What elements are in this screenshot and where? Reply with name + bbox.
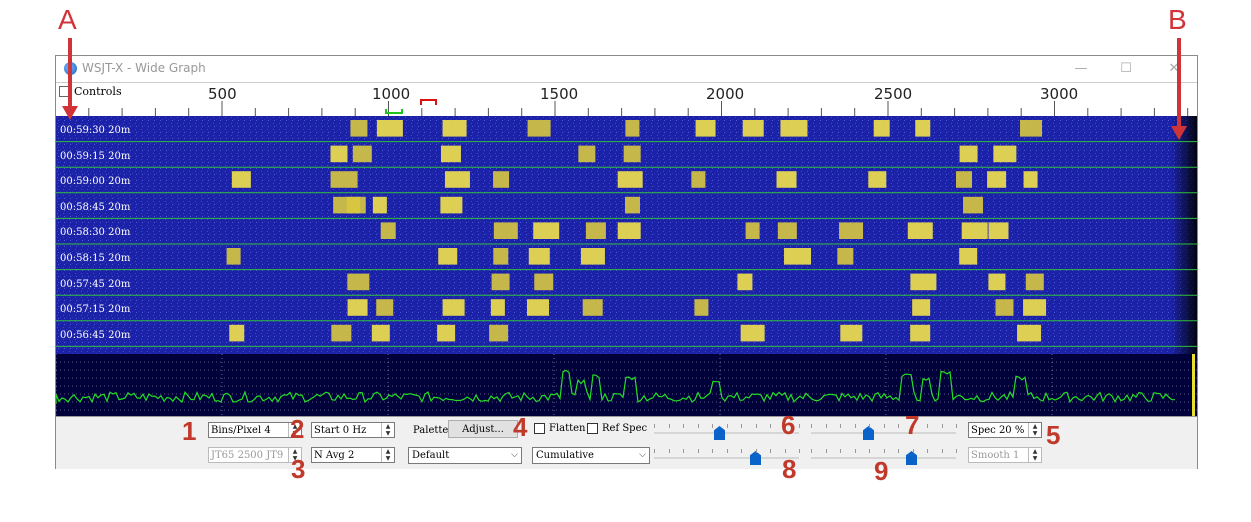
controls-label: Controls [74,85,122,98]
ref-spec-label: Ref Spec [602,423,648,434]
annotation-a-label: A [58,4,77,35]
spec-percent-spinbox[interactable]: Spec 20 % ▲ ▼ [968,422,1042,438]
waterfall-timestamp: 00:59:30 20m [60,125,131,136]
start-freq-spinbox[interactable]: Start 0 Hz ▲ ▼ [311,422,395,438]
spin-arrows-icon[interactable]: ▲ ▼ [381,423,394,437]
waterfall-display[interactable]: 00:59:30 20m 00:59:15 20m 00:59:00 20m 00:5… [56,116,1197,354]
n-avg-value: N Avg 2 [314,450,355,461]
slider-thumb[interactable] [906,451,917,465]
palette-select[interactable]: Default ⌵ [408,447,522,464]
frequency-scale[interactable]: Controls 500 1000 1500 2000 2500 3000 [56,82,1197,117]
spin-arrows-icon[interactable]: ▲ ▼ [1028,423,1041,437]
freq-label-1000: 1000 [372,85,411,103]
waterfall-timestamp: 00:58:30 20m [60,227,131,239]
slider-thumb[interactable] [750,451,761,465]
waterfall-signals [56,116,1197,354]
annotation-number-6: 6 [781,410,796,440]
freq-label-2000: 2000 [706,85,745,103]
spectrum-gain-slider[interactable] [654,447,800,467]
spin-arrows-icon[interactable]: ▲ ▼ [288,423,301,437]
n-avg-spinbox[interactable]: N Avg 2 ▲ ▼ [311,447,395,463]
annotation-number-1: 1 [182,416,197,446]
waterfall-timestamp: 00:58:15 20m [60,253,131,264]
spin-arrows-icon[interactable]: ▲ ▼ [381,448,394,462]
annotation-number-3: 3 [291,454,306,484]
spectrum-mode-value: Cumulative [536,450,594,461]
jt65-jt9-split-spinbox: JT65 2500 JT9 ▲ ▼ [208,447,302,463]
controls-panel: Bins/Pixel 4 ▲ ▼ Start 0 Hz ▲ ▼ JT65 2500 … [56,416,1197,469]
wide-graph-window: WSJT-X - Wide Graph — ☐ ✕ Controls 500 1… [55,55,1198,469]
start-freq-value: Start 0 Hz [314,425,367,436]
chevron-down-icon: ⌵ [511,450,518,460]
annotation-number-9: 9 [874,456,889,486]
waterfall-timestamp: 00:56:45 20m [60,329,131,341]
spin-arrows-icon: ▲ ▼ [1028,448,1041,462]
palette-label: Palette [413,425,449,436]
waterfall-zero-slider[interactable] [811,422,957,442]
waterfall-gain-slider[interactable] [654,422,800,442]
flatten-checkbox[interactable] [534,423,545,434]
waterfall-timestamp: 00:57:45 20m [60,278,131,290]
freq-label-2500: 2500 [874,85,913,103]
freq-label-3000: 3000 [1040,85,1079,103]
spec-percent-value: Spec 20 % [971,425,1025,436]
freq-label-500: 500 [208,85,237,103]
maximize-button[interactable]: ☐ [1120,61,1132,76]
annotation-number-4: 4 [513,412,528,442]
spectrum-display[interactable] [56,354,1197,416]
ref-spec-checkbox[interactable] [587,423,598,434]
annotation-number-8: 8 [782,454,797,484]
palette-select-value: Default [412,450,450,461]
smooth-spinbox: Smooth 1 ▲ ▼ [968,447,1042,463]
waterfall-timestamp: 00:58:45 20m [60,201,131,213]
jt65-jt9-value: JT65 2500 JT9 [211,450,284,461]
close-button[interactable]: ✕ [1168,61,1180,76]
adjust-palette-button[interactable]: Adjust... [448,420,518,438]
annotation-number-5: 5 [1046,420,1061,450]
spectrum-trace [56,354,1197,416]
slider-thumb[interactable] [714,426,725,440]
annotation-number-2: 2 [290,414,305,444]
minimize-button[interactable]: — [1074,61,1088,76]
chevron-down-icon: ⌵ [639,450,646,460]
title-bar: WSJT-X - Wide Graph — ☐ ✕ [56,56,1197,82]
scale-ticks [88,99,1189,117]
annotation-number-7: 7 [905,410,920,440]
smooth-value: Smooth 1 [971,450,1020,461]
slider-thumb[interactable] [863,426,874,440]
flatten-label: Flatten [549,423,586,434]
bins-per-pixel-value: Bins/Pixel 4 [211,425,271,436]
annotation-b-label: B [1168,4,1187,35]
waterfall-timestamp: 00:59:15 20m [60,150,131,162]
freq-label-1500: 1500 [540,85,579,103]
spectrum-zero-slider[interactable] [811,447,957,467]
window-title: WSJT-X - Wide Graph [82,61,206,75]
bins-per-pixel-spinbox[interactable]: Bins/Pixel 4 ▲ ▼ [208,422,302,438]
waterfall-timestamp: 00:59:00 20m [60,176,131,188]
spin-arrows-icon: ▲ ▼ [288,448,301,462]
waterfall-timestamp: 00:57:15 20m [60,304,131,316]
spectrum-mode-select[interactable]: Cumulative ⌵ [532,447,650,464]
